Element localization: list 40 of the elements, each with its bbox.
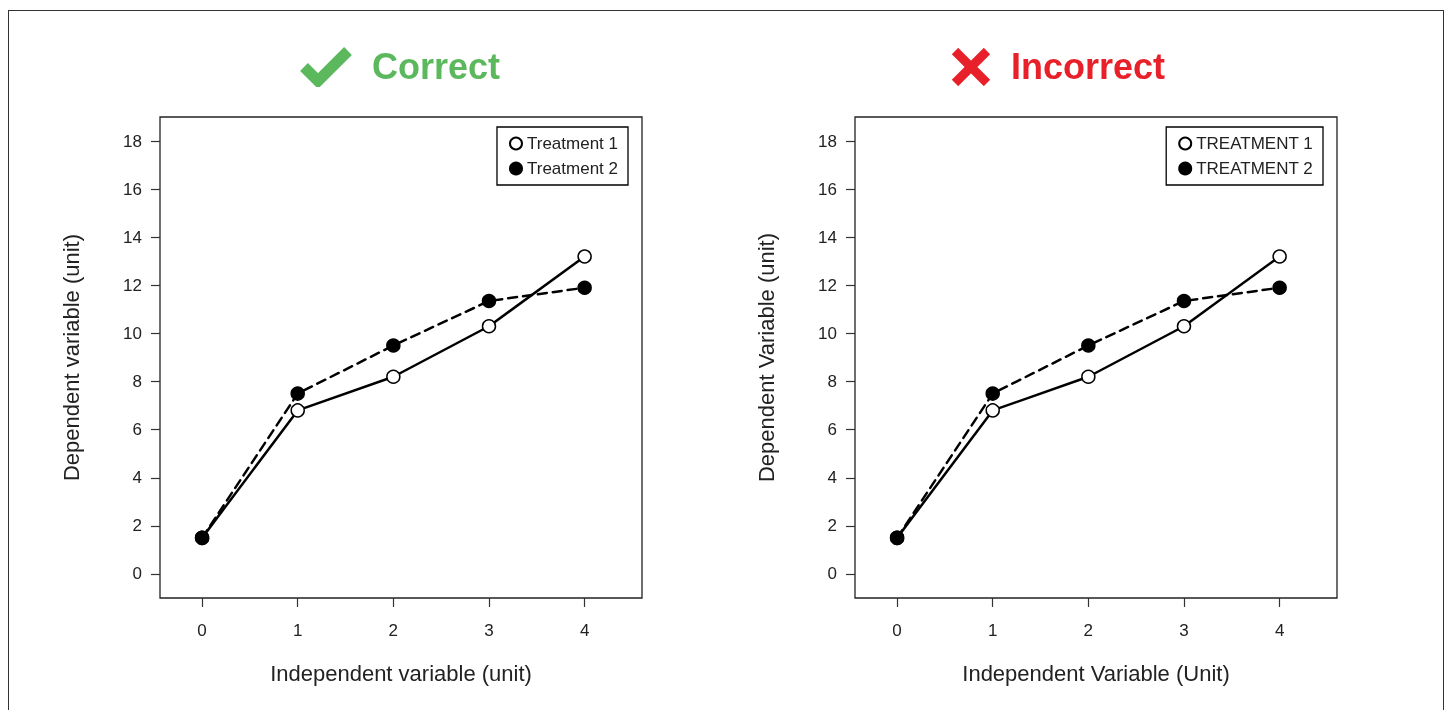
- y-tick-label: 18: [123, 131, 142, 151]
- y-tick-label: 12: [123, 275, 142, 295]
- y-tick-label: 12: [818, 275, 837, 295]
- y-tick-label: 4: [132, 468, 142, 488]
- y-tick-label: 2: [132, 516, 142, 536]
- x-tick-label: 4: [579, 621, 590, 640]
- y-axis-title: Dependent Variable (unit): [753, 232, 779, 483]
- y-tick-label: 16: [818, 179, 837, 199]
- y-tick-label: 8: [132, 372, 142, 392]
- x-tick-label: 4: [1274, 621, 1285, 640]
- x-tick-label: 1: [987, 621, 998, 640]
- y-tick-label: 14: [818, 227, 837, 247]
- y-tick-label: 18: [818, 131, 837, 151]
- chart-title: Correct: [372, 46, 501, 88]
- x-tick-label: 3: [1179, 621, 1189, 640]
- y-tick-label: 8: [827, 372, 837, 392]
- legend-label: TREATMENT 1: [1196, 134, 1313, 153]
- y-tick-label: 10: [818, 323, 837, 343]
- x-tick-label: 0: [892, 621, 902, 640]
- chart-title: Incorrect: [1011, 46, 1166, 88]
- legend-label: TREATMENT 2: [1196, 159, 1313, 178]
- x-tick-label: 2: [388, 621, 399, 640]
- y-tick-label: 6: [132, 420, 142, 440]
- legend-label: Treatment 1: [526, 134, 619, 153]
- x-tick-label: 3: [484, 621, 494, 640]
- y-axis-title: Dependent variable (unit): [58, 233, 84, 482]
- x-axis-title: Independent Variable (Unit): [962, 660, 1230, 686]
- y-tick-label: 10: [123, 323, 142, 343]
- x-axis-title: Independent variable (unit): [270, 660, 532, 686]
- y-tick-label: 0: [132, 564, 142, 584]
- y-tick-label: 14: [123, 227, 142, 247]
- x-tick-label: 2: [1083, 621, 1094, 640]
- y-tick-label: 2: [827, 516, 837, 536]
- y-tick-label: 16: [123, 179, 142, 199]
- y-tick-label: 4: [827, 468, 837, 488]
- x-tick-label: 0: [197, 621, 207, 640]
- y-tick-label: 0: [827, 564, 837, 584]
- legend-label: Treatment 2: [526, 159, 619, 178]
- y-tick-label: 6: [827, 420, 837, 440]
- x-tick-label: 1: [292, 621, 303, 640]
